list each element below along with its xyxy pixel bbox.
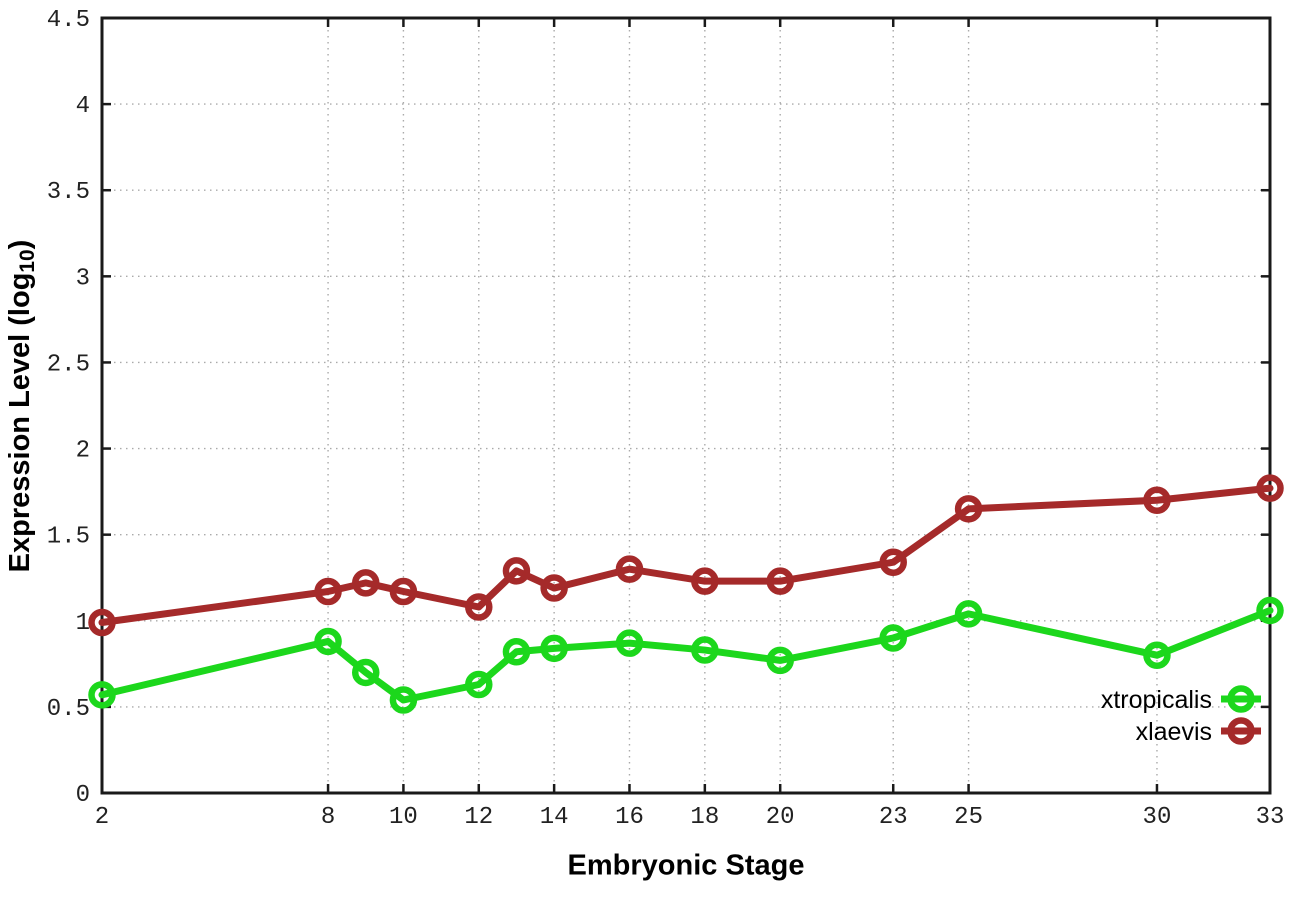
series-xtropicalis-data-point-marker bbox=[540, 634, 568, 663]
y-tick-label: 0 bbox=[76, 782, 90, 809]
x-tick-label: 14 bbox=[540, 804, 569, 831]
series-xlaevis-data-point-marker bbox=[1256, 474, 1284, 502]
x-tick-label: 10 bbox=[389, 804, 418, 831]
y-tick-label: 1.5 bbox=[47, 524, 90, 551]
series-xlaevis-data-point-marker bbox=[465, 593, 493, 621]
legend-xtropicalis-marker-icon bbox=[1227, 685, 1255, 713]
series-xlaevis-data-point-marker bbox=[879, 548, 907, 576]
plot-border bbox=[100, 16, 1272, 795]
series-xtropicalis-data-point-marker bbox=[502, 638, 531, 666]
series-xtropicalis-data-point-marker bbox=[389, 686, 418, 714]
x-tick-label: 33 bbox=[1256, 804, 1285, 831]
y-tick-label: 1 bbox=[76, 610, 90, 637]
y-tick-label: 4 bbox=[76, 93, 90, 120]
series-xlaevis-data-point-marker bbox=[766, 567, 794, 595]
legend-label-xlaevis: xlaevis bbox=[1136, 718, 1212, 746]
y-tick-label: 3.5 bbox=[47, 179, 90, 206]
y-tick-label: 4.5 bbox=[47, 7, 90, 34]
x-tick-label: 18 bbox=[690, 804, 719, 831]
series-xtropicalis-data-point-marker bbox=[351, 658, 380, 687]
series-xlaevis-data-point-marker bbox=[691, 567, 719, 595]
y-tick-label: 2 bbox=[76, 438, 90, 465]
y-axis-title-suffix: ) bbox=[3, 239, 36, 250]
y-tick-label: 2.5 bbox=[47, 351, 90, 378]
series-xtropicalis-data-point-marker bbox=[88, 681, 116, 709]
series-xlaevis-data-point-marker bbox=[389, 577, 418, 606]
x-tick-label: 20 bbox=[766, 804, 795, 831]
y-axis-title-subscript: 10 bbox=[16, 249, 40, 273]
series-xtropicalis-data-point-marker bbox=[615, 629, 644, 657]
series-xtropicalis-data-point-marker bbox=[879, 624, 907, 652]
series-xlaevis-data-point-marker bbox=[1143, 486, 1171, 514]
series-xlaevis-data-point-marker bbox=[954, 495, 983, 523]
series-xtropicalis-data-point-marker bbox=[1256, 596, 1284, 625]
legend-label-xtropicalis: xtropicalis bbox=[1101, 686, 1212, 714]
series-xlaevis-data-point-marker bbox=[502, 557, 531, 585]
y-axis-title: Expression Level (log10) bbox=[4, 240, 40, 573]
legend-xlaevis-marker-icon bbox=[1227, 717, 1255, 745]
series-xlaevis-data-point-marker bbox=[88, 608, 116, 637]
y-tick-label: 3 bbox=[76, 265, 90, 292]
series-xlaevis-data-point-marker bbox=[351, 569, 380, 597]
x-axis-title: Embryonic Stage bbox=[567, 849, 805, 882]
series-xlaevis-data-point-marker bbox=[314, 577, 342, 606]
x-tick-label: 16 bbox=[615, 804, 644, 831]
series-xtropicalis-data-point-marker bbox=[954, 600, 983, 628]
y-axis-title-text: Expression Level (log bbox=[3, 272, 36, 573]
x-tick-label: 23 bbox=[879, 804, 908, 831]
series-xlaevis-data-point-marker bbox=[615, 555, 644, 583]
series-xlaevis-line bbox=[98, 484, 1274, 626]
y-tick-label: 0.5 bbox=[47, 696, 90, 723]
series-xlaevis-data-point-marker bbox=[540, 574, 568, 602]
x-tick-label: 8 bbox=[321, 804, 335, 831]
series-xtropicalis-data-point-marker bbox=[1143, 641, 1171, 669]
x-tick-label: 12 bbox=[464, 804, 493, 831]
x-tick-label: 2 bbox=[95, 804, 109, 831]
series-xtropicalis-line bbox=[98, 606, 1274, 704]
x-tick-label: 30 bbox=[1143, 804, 1172, 831]
series-xtropicalis-data-point-marker bbox=[766, 646, 794, 675]
series-xtropicalis-data-point-marker bbox=[465, 670, 493, 699]
series-xtropicalis-data-point-marker bbox=[691, 636, 719, 664]
series-xtropicalis-data-point-marker bbox=[314, 627, 342, 656]
x-tick-label: 25 bbox=[954, 804, 983, 831]
